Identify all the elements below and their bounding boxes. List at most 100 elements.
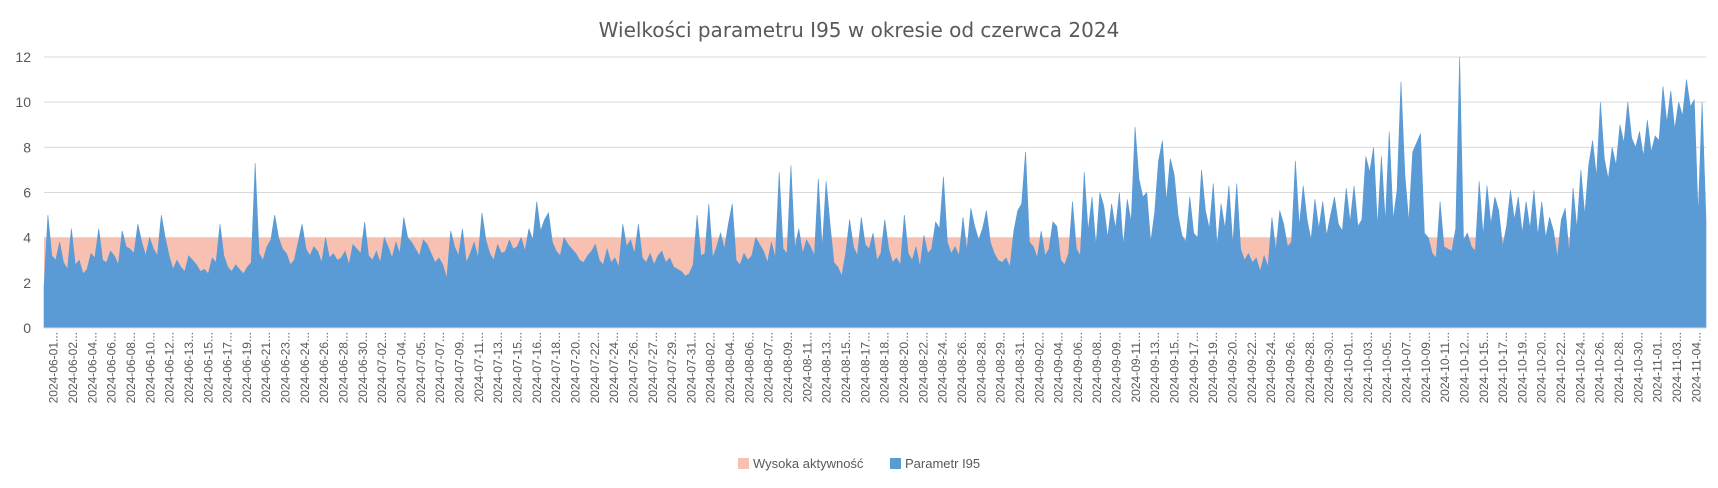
x-tick-label: 2024-08-13... — [820, 332, 834, 403]
x-tick-label: 2024-06-17... — [221, 332, 235, 403]
x-tick-label: 2024-07-22... — [588, 332, 602, 403]
x-tick-label: 2024-08-07... — [762, 332, 776, 403]
x-tick-label: 2024-10-30... — [1631, 332, 1645, 403]
x-tick-label: 2024-09-24... — [1264, 332, 1278, 403]
x-tick-label: 2024-09-30... — [1322, 332, 1336, 403]
x-tick-label: 2024-09-26... — [1284, 332, 1298, 403]
x-tick-label: 2024-08-18... — [878, 332, 892, 403]
x-tick-label: 2024-09-04... — [1052, 332, 1066, 403]
x-tick-label: 2024-08-02... — [704, 332, 718, 403]
x-tick-label: 2024-10-17... — [1496, 332, 1510, 403]
legend-swatch-i95 — [890, 458, 901, 469]
x-tick-label: 2024-06-26... — [317, 332, 331, 403]
x-tick-label: 2024-09-13... — [1148, 332, 1162, 403]
x-tick-label: 2024-10-12... — [1457, 332, 1471, 403]
x-tick-label: 2024-07-29... — [665, 332, 679, 403]
x-tick-label: 2024-06-28... — [337, 332, 351, 403]
x-tick-label: 2024-10-19... — [1515, 332, 1529, 403]
x-tick-label: 2024-08-26... — [955, 332, 969, 403]
x-tick-label: 2024-10-03... — [1361, 332, 1375, 403]
x-tick-label: 2024-10-09... — [1419, 332, 1433, 403]
x-tick-label: 2024-08-09... — [781, 332, 795, 403]
x-tick-label: 2024-09-28... — [1303, 332, 1317, 403]
x-tick-label: 2024-08-15... — [839, 332, 853, 403]
x-tick-label: 2024-09-09... — [1110, 332, 1124, 403]
x-tick-label: 2024-07-05... — [414, 332, 428, 403]
x-tick-label: 2024-10-07... — [1399, 332, 1413, 403]
x-tick-label: 2024-07-24... — [607, 332, 621, 403]
x-tick-label: 2024-09-08... — [1090, 332, 1104, 403]
x-tick-label: 2024-08-06... — [742, 332, 756, 403]
x-tick-label: 2024-08-22... — [916, 332, 930, 403]
x-tick-label: 2024-07-18... — [549, 332, 563, 403]
x-tick-label: 2024-07-04... — [395, 332, 409, 403]
x-tick-label: 2024-06-19... — [240, 332, 254, 403]
x-tick-label: 2024-09-22... — [1245, 332, 1259, 403]
x-tick-label: 2024-06-08... — [124, 332, 138, 403]
x-tick-label: 2024-09-06... — [1071, 332, 1085, 403]
x-tick-label: 2024-07-15... — [510, 332, 524, 403]
y-tick-label: 8 — [23, 139, 31, 155]
x-tick-label: 2024-07-13... — [491, 332, 505, 403]
x-tick-label: 2024-10-20... — [1535, 332, 1549, 403]
x-tick-label: 2024-10-15... — [1477, 332, 1491, 403]
x-tick-label: 2024-08-29... — [994, 332, 1008, 403]
x-tick-label: 2024-07-16... — [530, 332, 544, 403]
x-tick-label: 2024-11-04... — [1689, 332, 1703, 403]
x-tick-label: 2024-06-01... — [47, 332, 61, 403]
x-tick-label: 2024-10-05... — [1380, 332, 1394, 403]
x-tick-label: 2024-09-17... — [1187, 332, 1201, 403]
x-tick-label: 2024-10-26... — [1593, 332, 1607, 403]
y-axis-ticks: 0 2 4 6 8 10 12 — [15, 49, 31, 336]
x-tick-label: 2024-06-15... — [201, 332, 215, 403]
x-tick-label: 2024-07-31... — [684, 332, 698, 403]
series-i95-area — [43, 56, 1707, 329]
chart-title: Wielkości parametru I95 w okresie od cze… — [599, 18, 1120, 42]
x-tick-label: 2024-06-23... — [279, 332, 293, 403]
x-tick-label: 2024-08-20... — [897, 332, 911, 403]
x-tick-label: 2024-07-02... — [375, 332, 389, 403]
x-tick-label: 2024-06-04... — [85, 332, 99, 403]
x-tick-label: 2024-09-20... — [1226, 332, 1240, 403]
x-tick-label: 2024-09-15... — [1168, 332, 1182, 403]
x-tick-label: 2024-06-24... — [298, 332, 312, 403]
x-tick-label: 2024-09-02... — [1032, 332, 1046, 403]
x-tick-label: 2024-06-21... — [259, 332, 273, 403]
x-tick-label: 2024-08-17... — [858, 332, 872, 403]
x-tick-label: 2024-10-01... — [1341, 332, 1355, 403]
x-tick-label: 2024-09-11... — [1129, 332, 1143, 403]
x-tick-label: 2024-11-03... — [1670, 332, 1684, 403]
x-tick-label: 2024-08-28... — [974, 332, 988, 403]
y-tick-label: 0 — [23, 320, 31, 336]
x-tick-label: 2024-07-07... — [433, 332, 447, 403]
x-axis-ticks: 2024-06-01... 2024-06-02... 2024-06-04... 2… — [47, 332, 1704, 403]
x-tick-label: 2024-10-24... — [1573, 332, 1587, 403]
x-tick-label: 2024-06-06... — [105, 332, 119, 403]
legend: Wysoka aktywność Parametr I95 — [738, 456, 980, 471]
x-tick-label: 2024-08-24... — [936, 332, 950, 403]
x-tick-label: 2024-06-02... — [66, 332, 80, 403]
y-tick-label: 2 — [23, 275, 31, 291]
x-tick-label: 2024-11-01... — [1651, 332, 1665, 403]
y-tick-label: 10 — [15, 94, 31, 110]
x-tick-label: 2024-08-04... — [723, 332, 737, 403]
x-tick-label: 2024-09-19... — [1206, 332, 1220, 403]
y-tick-label: 6 — [23, 185, 31, 201]
x-tick-label: 2024-06-12... — [163, 332, 177, 403]
x-tick-label: 2024-10-11... — [1438, 332, 1452, 403]
x-tick-label: 2024-08-11... — [800, 332, 814, 403]
x-tick-label: 2024-07-27... — [646, 332, 660, 403]
y-tick-label: 4 — [23, 230, 31, 246]
x-tick-label: 2024-07-11... — [472, 332, 486, 403]
legend-swatch-high-activity — [738, 458, 749, 469]
x-tick-label: 2024-07-26... — [626, 332, 640, 403]
i95-area — [43, 56, 1707, 329]
y-tick-label: 12 — [15, 49, 31, 65]
legend-label-high-activity: Wysoka aktywność — [753, 456, 864, 471]
x-tick-label: 2024-06-10... — [143, 332, 157, 403]
legend-label-i95: Parametr I95 — [905, 456, 980, 471]
x-tick-label: 2024-07-09... — [453, 332, 467, 403]
x-tick-label: 2024-06-13... — [182, 332, 196, 403]
